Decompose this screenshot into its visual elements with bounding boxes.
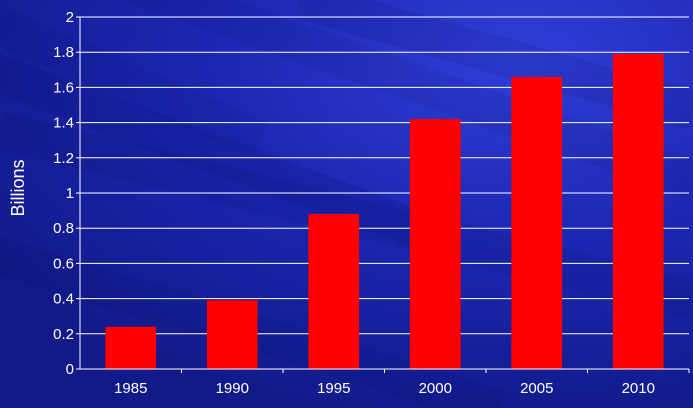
y-axis-title: Billions (8, 159, 28, 216)
y-tick-label: 2 (66, 9, 74, 26)
x-tick-label: 2000 (419, 380, 452, 397)
background-streak (0, 5, 268, 158)
x-tick-label: 1995 (317, 380, 350, 397)
bar-2005 (511, 76, 563, 369)
x-tick-label: 2010 (622, 380, 655, 397)
bars (105, 53, 664, 370)
bar-1985 (105, 326, 157, 369)
bar-1990 (206, 300, 258, 369)
background-streak (119, 0, 693, 198)
y-tick-labels: 0 0.2 0.4 0.6 0.8 1 1.2 1.4 1.6 1.8 2 (53, 9, 74, 378)
x-tick-label: 1985 (114, 380, 147, 397)
gridlines (76, 16, 689, 370)
bar-1995 (308, 214, 360, 369)
bar-2010 (612, 53, 664, 370)
y-tick-label: 0 (66, 361, 74, 378)
background-streak (0, 54, 427, 248)
y-tick-label: 0.6 (53, 255, 74, 272)
y-tick-label: 1.6 (53, 79, 74, 96)
y-tick-label: 1 (66, 185, 74, 202)
x-tick-label: 1990 (216, 380, 249, 397)
x-tick-label: 2005 (520, 380, 553, 397)
y-tick-label: 1.8 (53, 44, 74, 61)
y-tick-label: 1.4 (53, 115, 74, 132)
y-tick-label: 0.2 (53, 326, 74, 343)
bar-2000 (409, 119, 461, 369)
y-tick-label: 0.8 (53, 220, 74, 237)
y-tick-label: 0.4 (53, 291, 74, 308)
y-tick-label: 1.2 (53, 150, 74, 167)
x-tick-labels: 1985 1990 1995 2000 2005 2010 (114, 369, 690, 397)
